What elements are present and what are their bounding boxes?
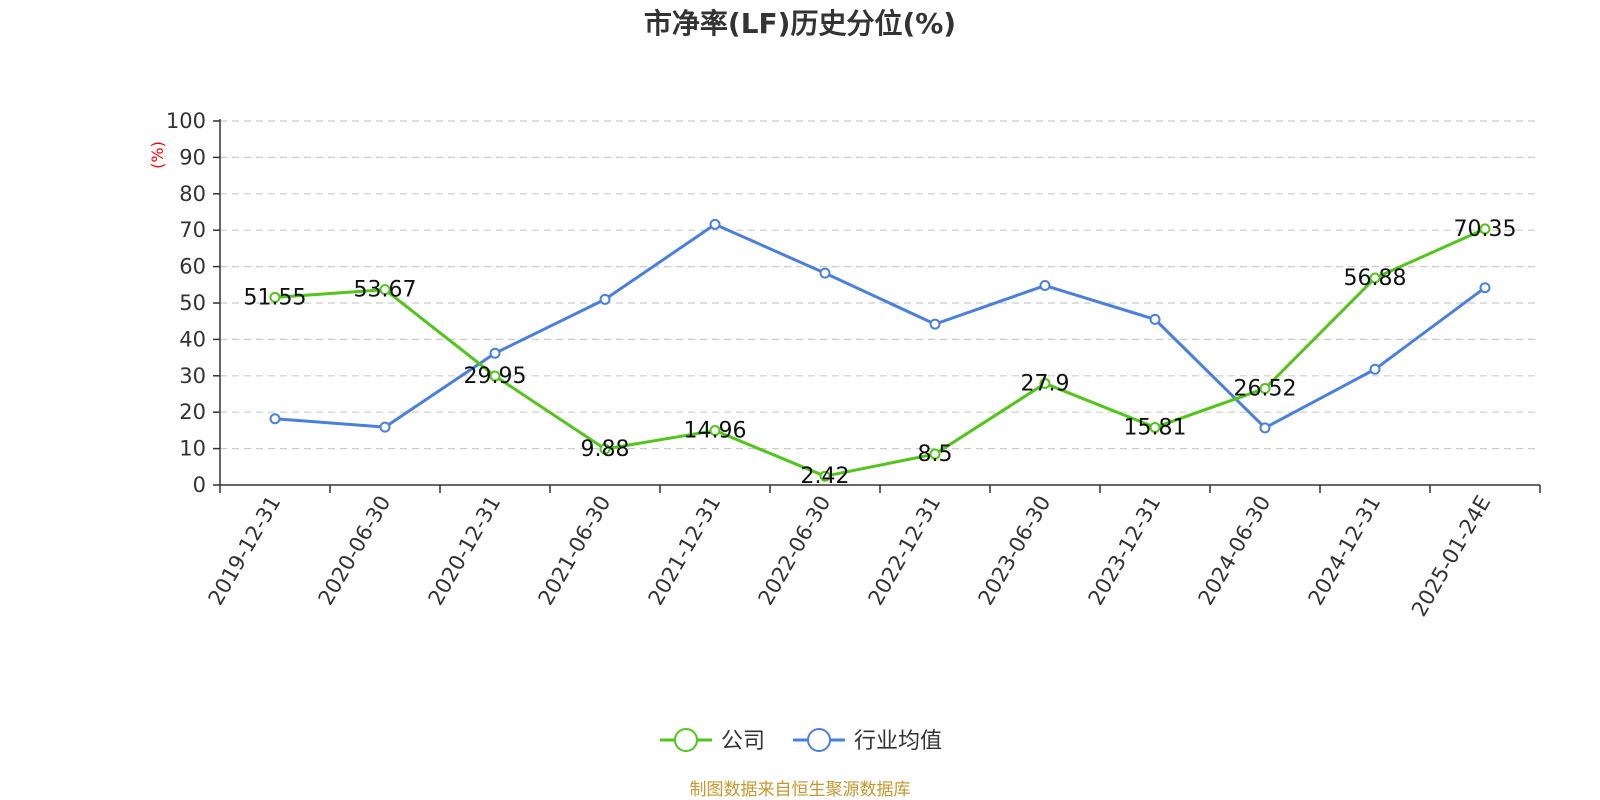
y-tick-label: 0 xyxy=(193,473,206,497)
data-point xyxy=(269,291,281,303)
data-point xyxy=(1149,421,1161,433)
x-tick-label: 2021-06-30 xyxy=(534,492,616,610)
data-label: 56.88 xyxy=(1344,266,1407,291)
data-point xyxy=(489,370,501,382)
data-point xyxy=(379,421,391,433)
data-point xyxy=(709,425,721,437)
legend: 公司 行业均值 xyxy=(660,728,942,754)
data-point xyxy=(709,218,721,230)
x-tick-label: 2020-06-30 xyxy=(314,492,396,610)
series-line xyxy=(274,222,1486,430)
data-label: 27.9 xyxy=(1021,371,1070,396)
x-tick-label: 2020-12-31 xyxy=(424,492,506,610)
data-label: 26.52 xyxy=(1234,376,1297,401)
data-point xyxy=(1259,382,1271,394)
y-tick-label: 50 xyxy=(179,291,206,315)
data-point xyxy=(489,347,501,359)
data-point xyxy=(1149,313,1161,325)
data-label: 29.95 xyxy=(464,364,527,389)
data-point xyxy=(929,318,941,330)
x-tick-label: 2022-06-30 xyxy=(754,492,836,610)
data-point xyxy=(599,293,611,305)
x-tick-label: 2024-12-31 xyxy=(1304,492,1386,610)
data-point xyxy=(1479,223,1491,235)
data-point xyxy=(1039,280,1051,292)
data-point xyxy=(819,470,831,482)
series-lines xyxy=(274,222,1486,478)
y-tick-label: 60 xyxy=(179,255,206,279)
series-points xyxy=(269,218,1491,482)
data-label: 53.67 xyxy=(354,278,417,303)
data-label: 14.96 xyxy=(684,419,747,444)
y-tick-labels: 0 10 20 30 40 50 60 70 80 90 100 xyxy=(166,109,206,497)
x-tick-label: 2021-12-31 xyxy=(644,492,726,610)
data-label: 51.55 xyxy=(244,285,307,310)
y-axis-label: (%) xyxy=(148,141,167,169)
data-point xyxy=(819,267,831,279)
x-tick-label: 2023-06-30 xyxy=(974,492,1056,610)
x-tick-label: 2024-06-30 xyxy=(1194,492,1276,610)
y-tick-label: 20 xyxy=(179,400,206,424)
data-label: 15.81 xyxy=(1124,415,1187,440)
legend-marker xyxy=(807,728,832,752)
x-tick-label: 2022-12-31 xyxy=(864,492,946,610)
x-tick-label: 2023-12-31 xyxy=(1084,492,1166,610)
y-tick-label: 10 xyxy=(179,437,206,461)
y-tick-label: 80 xyxy=(179,182,206,206)
data-label: 70.35 xyxy=(1454,217,1517,242)
grid-lines xyxy=(220,120,1540,450)
y-tick-label: 70 xyxy=(179,218,206,242)
y-tick-label: 90 xyxy=(179,145,206,169)
data-point xyxy=(379,284,391,296)
series-line xyxy=(274,227,1486,478)
data-point xyxy=(1479,282,1491,294)
data-point xyxy=(599,443,611,455)
data-point xyxy=(1369,272,1381,284)
legend-label: 行业均值 xyxy=(854,729,942,754)
chart-title: 市净率(LF)历史分位(%) xyxy=(644,7,956,40)
data-point xyxy=(1039,377,1051,389)
y-tick-label: 100 xyxy=(166,109,206,133)
data-label: 9.88 xyxy=(581,437,630,462)
y-tick-label: 40 xyxy=(179,327,206,351)
data-point xyxy=(1369,363,1381,375)
axes xyxy=(213,119,1541,493)
x-tick-label: 2019-12-31 xyxy=(204,492,286,610)
source-note: 制图数据来自恒生聚源数据库 xyxy=(690,780,911,800)
data-labels: 51.55 53.67 29.95 9.88 14.96 2.42 8.5 27.9 15.81… xyxy=(244,217,1517,489)
data-label: 8.5 xyxy=(918,442,953,467)
y-tick-label: 30 xyxy=(179,364,206,388)
x-tick-label: 2025-01-24E xyxy=(1407,492,1495,621)
data-point xyxy=(929,448,941,460)
legend-label: 公司 xyxy=(721,729,765,754)
data-label: 2.42 xyxy=(801,464,850,489)
data-point xyxy=(269,413,281,425)
legend-marker xyxy=(674,728,698,752)
data-point xyxy=(1259,422,1271,434)
x-tick-labels: 2019-12-31 2020-06-30 2020-12-31 2021-06-30… xyxy=(204,492,1496,621)
